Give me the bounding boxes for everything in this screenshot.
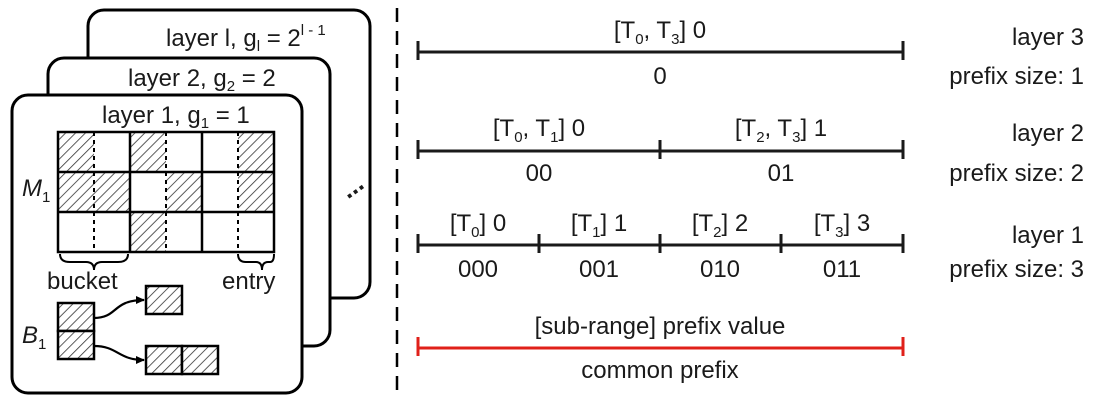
legend-top-label: [sub-range] prefix value [535,313,786,340]
layer2-label: layer 2 [1012,120,1084,147]
range-l1-seg0-label: [T0] 0 [450,210,506,241]
range-layer3: [T0, T3] 0 0 layer 3 prefix size: 1 [418,17,1084,90]
range-l2-seg0-code: 00 [526,160,553,187]
layer2-prefix-size: prefix size: 2 [949,160,1084,187]
bucket-label: bucket [47,268,118,295]
layer-card-1: layer 1, g1 = 1 M1 bucket entry [12,95,302,393]
range-l1-seg3-code: 011 [823,256,861,283]
range-l2-seg0-label: [T0, T1] 0 [493,115,585,146]
layer2-title: layer 2, g2 = 2 [128,65,276,95]
entry-label: entry [222,268,275,295]
range-l3-seg0-label: [T0, T3] 0 [614,17,706,48]
legend-bottom-label: common prefix [581,357,738,384]
layer1-label: layer 1 [1012,222,1084,249]
range-l2-seg1-label: [T2, T3] 1 [735,115,827,146]
layer3-label: layer 3 [1012,24,1084,51]
range-l1-seg1-label: [T1] 1 [571,210,627,241]
range-layer2: [T0, T1] 0 [T2, T3] 1 00 01 layer 2 pref… [418,115,1084,187]
layer3-prefix-size: prefix size: 1 [949,63,1084,90]
range-l1-seg2-label: [T2] 2 [692,210,748,241]
range-l2-seg1-code: 01 [768,160,795,187]
range-l1-seg2-code: 010 [700,256,740,283]
layer1-prefix-size: prefix size: 3 [949,256,1084,283]
layer1-title: layer 1, g1 = 1 [102,102,250,132]
range-l1-seg3-label: [T3] 3 [814,210,870,241]
range-l1-seg1-code: 001 [579,256,619,283]
range-l3-seg0-code: 0 [653,63,666,90]
range-layer1: [T0] 0 [T1] 1 [T2] 2 [T3] 3 000 001 010 … [418,210,1084,283]
legend: [sub-range] prefix value common prefix [418,313,903,384]
range-l1-seg0-code: 000 [458,256,498,283]
